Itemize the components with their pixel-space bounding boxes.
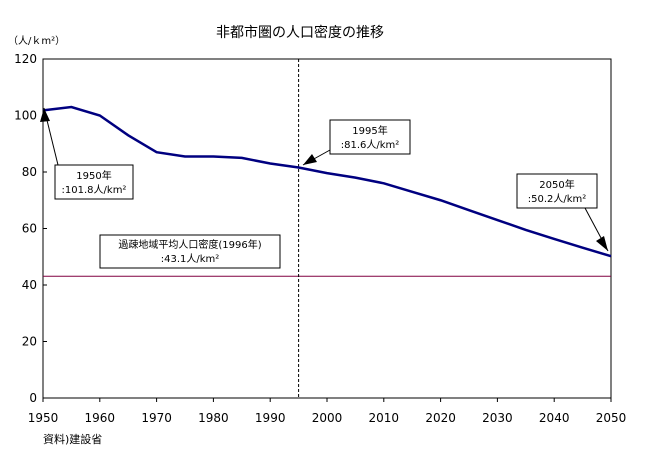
annotation-2050-box [516, 173, 598, 209]
x-tick-label: 2010 [369, 411, 400, 425]
y-axis: 0 20 40 60 80 100 120 [14, 52, 47, 405]
annotation-2050: 2050年 :50.2人/km² [516, 173, 609, 252]
annotation-2050-line1: 2050年 [539, 178, 574, 191]
reference-label: 過疎地域平均人口密度(1996年) :43.1人/km² [99, 234, 281, 269]
plot-frame [42, 58, 612, 399]
annotation-1950-arrowhead [40, 108, 50, 122]
annotation-1950: 1950年 :101.8人/km² [40, 107, 134, 200]
y-tick-label: 20 [22, 335, 37, 349]
y-tick-label: 80 [22, 165, 37, 179]
annotation-1995-line1: 1995年 [352, 124, 387, 137]
y-tick-label: 120 [14, 52, 37, 66]
annotation-1995-arrowhead [303, 154, 317, 165]
x-tick-label: 1980 [198, 411, 229, 425]
y-axis-label: （人/ｋm²） [8, 35, 65, 47]
annotation-1995: 1995年 :81.6人/km² [302, 119, 411, 166]
x-tick-label: 1990 [255, 411, 286, 425]
annotation-1950-line2: :101.8人/km² [62, 184, 127, 196]
y-tick-label: 100 [14, 109, 37, 123]
x-tick-label: 1960 [85, 411, 116, 425]
annotation-1950-box [54, 164, 134, 200]
series-line [42, 105, 612, 258]
reference-label-line2: :43.1人/km² [161, 253, 220, 265]
x-tick-label: 2000 [312, 411, 343, 425]
x-tick-label: 1950 [28, 411, 59, 425]
chart-title: 非都市圏の人口密度の推移 [216, 24, 384, 41]
annotation-2050-line2: :50.2人/km² [528, 193, 587, 205]
y-tick-label: 60 [22, 222, 37, 236]
reference-label-line1: 過疎地域平均人口密度(1996年) [118, 238, 261, 251]
reference-label-box [99, 234, 281, 269]
annotation-2050-arrowhead [596, 236, 608, 251]
y-tick-label: 0 [29, 391, 37, 405]
x-tick-label: 2020 [425, 411, 456, 425]
annotation-1995-line2: :81.6人/km² [341, 139, 400, 151]
annotation-1950-line1: 1950年 [76, 169, 111, 182]
x-tick-label: 2050 [596, 411, 627, 425]
y-tick-label: 40 [22, 278, 37, 292]
x-axis: 1950 1960 1970 1980 1990 2000 2010 2020 2030 2040… [28, 398, 627, 425]
source-note: 資料)建設省 [43, 432, 102, 446]
x-tick-label: 2040 [539, 411, 570, 425]
annotation-1995-box [329, 119, 411, 155]
x-tick-label: 2030 [482, 411, 513, 425]
x-tick-label: 1970 [141, 411, 172, 425]
